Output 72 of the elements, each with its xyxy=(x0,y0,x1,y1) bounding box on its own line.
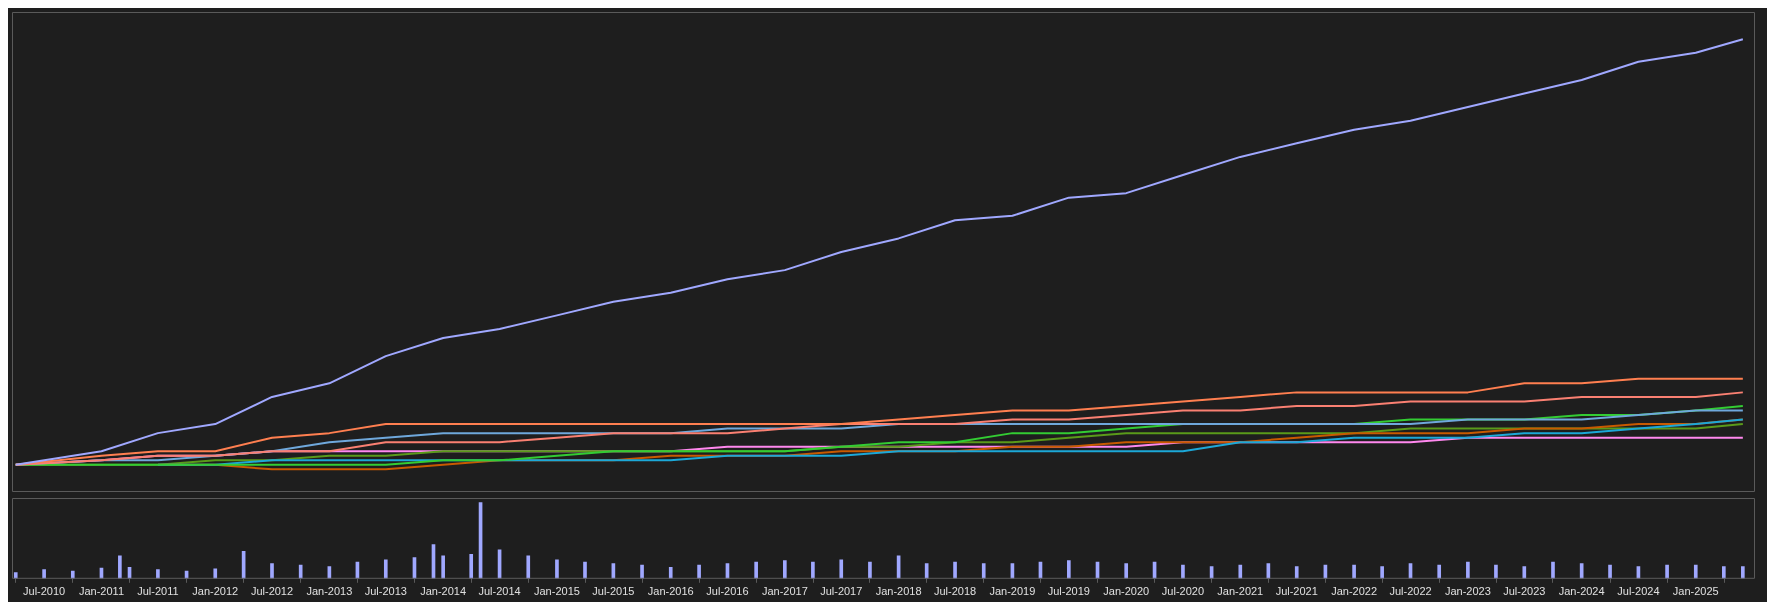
x-tick-label: Jan-2014 xyxy=(420,585,467,598)
bar xyxy=(1352,564,1356,579)
bar xyxy=(839,559,844,579)
bar xyxy=(953,561,957,579)
x-tick-label: Jul-2012 xyxy=(250,585,294,598)
bar xyxy=(640,564,644,579)
x-tick-label: Jan-2015 xyxy=(534,585,580,598)
bar xyxy=(1608,564,1612,579)
bar xyxy=(383,559,388,579)
x-tick-label: Jul-2021 xyxy=(1275,585,1318,598)
bar xyxy=(13,572,18,579)
x-tick-label: Jul-2022 xyxy=(1389,585,1432,598)
x-tick-label: Jul-2019 xyxy=(1047,585,1090,598)
bar xyxy=(1067,560,1071,579)
x-tick-label: Jul-2011 xyxy=(137,585,179,598)
bar xyxy=(469,554,474,579)
bar xyxy=(1181,564,1185,579)
bar xyxy=(526,555,531,579)
bar xyxy=(754,561,758,579)
x-tick-label: Jan-2019 xyxy=(989,585,1036,598)
x-tick-label: Jan-2016 xyxy=(647,585,694,598)
x-tick-label: Jul-2020 xyxy=(1161,585,1205,598)
x-tick-label: Jan-2022 xyxy=(1331,585,1378,598)
bar xyxy=(298,564,303,579)
x-tick-label: Jul-2024 xyxy=(1617,585,1660,598)
bar xyxy=(924,563,929,579)
x-tick-label: Jan-2023 xyxy=(1444,585,1491,598)
x-tick-label: Jan-2011 xyxy=(78,585,124,598)
bar xyxy=(1124,563,1129,579)
bar xyxy=(1522,566,1527,579)
x-tick-label: Jul-2016 xyxy=(706,585,749,598)
bar xyxy=(1741,566,1745,579)
x-tick-label: Jan-2020 xyxy=(1103,585,1150,598)
bar xyxy=(555,559,559,579)
bar xyxy=(1380,566,1384,579)
x-tick-label: Jan-2018 xyxy=(875,585,922,598)
bar xyxy=(1437,564,1442,579)
bar xyxy=(697,564,701,579)
x-tick-label: Jan-2024 xyxy=(1558,585,1605,598)
bar xyxy=(1466,561,1470,579)
bar xyxy=(441,555,445,579)
bar xyxy=(1294,566,1299,579)
bar xyxy=(70,570,75,579)
x-tick-label: Jul-2015 xyxy=(592,585,635,598)
x-tick-label: Jan-2012 xyxy=(192,585,239,598)
bar xyxy=(811,561,815,579)
x-tick-label: Jul-2017 xyxy=(820,585,863,598)
x-tick-label: Jul-2013 xyxy=(364,585,407,598)
x-tick-label: Jul-2018 xyxy=(933,585,977,598)
bar xyxy=(270,563,274,579)
bar xyxy=(156,569,160,579)
bar xyxy=(668,567,673,579)
bar xyxy=(1722,566,1726,579)
x-tick-label: Jan-2013 xyxy=(306,585,353,598)
bar xyxy=(583,561,587,579)
bar xyxy=(213,568,218,579)
bar xyxy=(981,563,986,579)
bar xyxy=(868,561,872,579)
x-tick-label: Jul-2023 xyxy=(1503,585,1546,598)
bar xyxy=(42,569,46,579)
bar xyxy=(1665,564,1669,579)
bar xyxy=(118,555,122,579)
x-tick-label: Jan-2025 xyxy=(1672,585,1719,598)
bar xyxy=(1693,564,1698,579)
bar xyxy=(783,560,787,579)
bar xyxy=(1238,564,1243,579)
x-tick-label: Jan-2021 xyxy=(1217,585,1264,598)
bar xyxy=(1551,561,1555,579)
bar xyxy=(1494,564,1498,579)
x-tick-label: Jul-2014 xyxy=(478,585,521,598)
x-tick-label: Jul-2010 xyxy=(23,585,66,598)
x-tick-label: Jan-2017 xyxy=(761,585,808,598)
